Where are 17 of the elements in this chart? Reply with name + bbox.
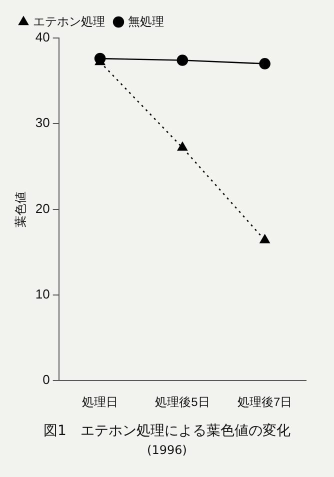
point — [260, 234, 270, 244]
y-tick-label: 30 — [35, 115, 50, 130]
y-tick-label: 40 — [35, 30, 50, 45]
point — [176, 54, 188, 66]
x-tick-label: 処理後7日 — [237, 395, 292, 410]
y-axis-title: 葉色値 — [14, 191, 28, 228]
y-tick-label: 0 — [42, 372, 50, 388]
text: (1996) — [146, 443, 188, 457]
y-tick-label: 10 — [35, 286, 50, 302]
legend-label: 無処理 — [128, 14, 164, 28]
x-tick-label: 処理日 — [82, 395, 118, 410]
x-tick-label: 処理後5日 — [155, 395, 210, 410]
text: 図1 エテホン処理による葉色値の変化 — [42, 422, 292, 440]
legend-label: エテホン処理 — [33, 14, 105, 28]
y-tick-label: 20 — [35, 200, 50, 216]
point — [177, 142, 188, 151]
point — [259, 58, 270, 70]
